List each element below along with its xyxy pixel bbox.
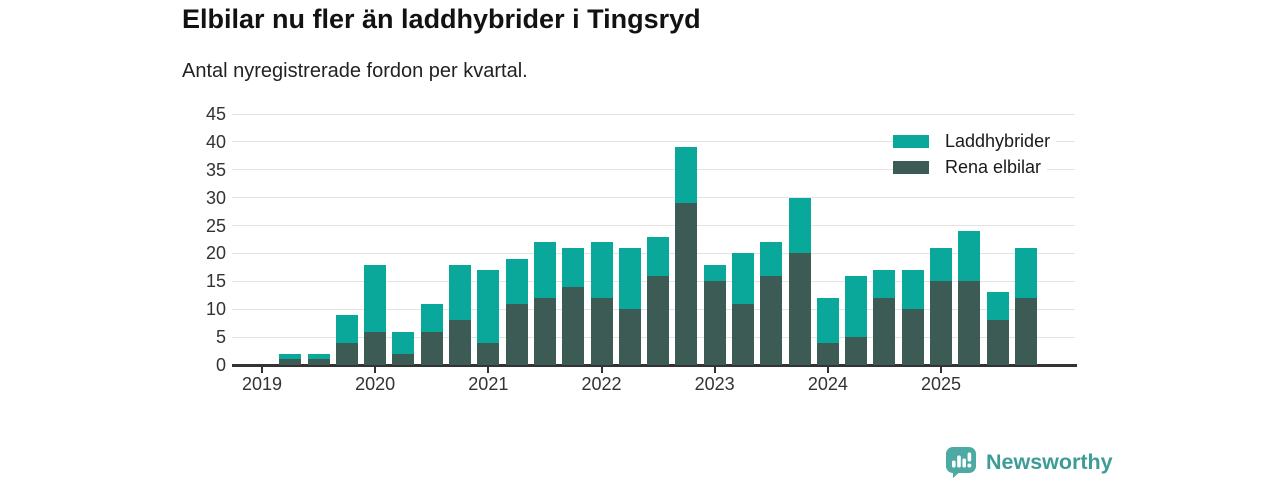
gridline: [232, 225, 1075, 227]
newsworthy-wordmark: Newsworthy: [986, 450, 1113, 474]
legend-label-rena-elbilar: Rena elbilar: [945, 156, 1042, 177]
bar-segment-laddhybrider: [364, 264, 387, 332]
legend-label-laddhybrider: Laddhybrider: [945, 130, 1051, 151]
gridline: [232, 197, 1075, 199]
x-axis-tick-label: 2021: [468, 374, 509, 394]
gridline: [232, 141, 1075, 143]
bar-segment-laddhybrider: [449, 264, 472, 321]
x-axis-line: [232, 364, 1077, 367]
bar-segment-laddhybrider: [335, 314, 358, 343]
bar-segment-laddhybrider: [703, 264, 726, 282]
bar-segment-laddhybrider: [307, 353, 330, 360]
bar-segment-rena-elbilar: [873, 298, 896, 365]
x-axis-tick-label: 2022: [581, 374, 622, 394]
bar-segment-laddhybrider: [618, 247, 641, 310]
bar-segment-laddhybrider: [562, 247, 585, 287]
bar-segment-rena-elbilar: [986, 320, 1009, 365]
bar-segment-rena-elbilar: [731, 303, 754, 365]
newsworthy-icon: [946, 447, 976, 478]
x-axis-tick-label: 2019: [241, 374, 283, 394]
bar-segment-rena-elbilar: [703, 281, 726, 365]
bar-segment-rena-elbilar: [901, 309, 924, 365]
gridline: [232, 169, 1075, 171]
bar-segment-laddhybrider: [477, 270, 500, 343]
y-axis-tick-label: 20: [205, 243, 226, 264]
bar-segment-rena-elbilar: [562, 286, 585, 365]
bar-segment-laddhybrider: [420, 303, 443, 332]
y-axis-tick-label: 25: [205, 215, 226, 236]
bar-segment-rena-elbilar: [675, 203, 698, 365]
bar-segment-laddhybrider: [901, 270, 924, 310]
bar-segment-rena-elbilar: [845, 337, 868, 365]
bar-segment-laddhybrider: [986, 292, 1009, 321]
x-axis-tick: [374, 366, 377, 373]
x-axis-tick-label: 2020: [355, 374, 396, 394]
bar-segment-laddhybrider: [505, 259, 528, 304]
x-axis-tick: [261, 366, 263, 373]
y-axis-tick-label: 35: [205, 159, 226, 180]
bar-segment-rena-elbilar: [647, 275, 670, 365]
bar-segment-rena-elbilar: [590, 298, 613, 365]
bar-segment-rena-elbilar: [307, 359, 330, 365]
y-axis-tick-label: 10: [205, 299, 226, 320]
x-axis-tick-label: 2024: [807, 374, 848, 394]
x-axis-tick: [940, 366, 943, 373]
chart-subtitle: Antal nyregistrerade fordon per kvartal.: [182, 60, 528, 82]
bar-segment-rena-elbilar: [760, 275, 783, 365]
bar-segment-laddhybrider: [392, 331, 415, 354]
bar-segment-laddhybrider: [930, 247, 953, 282]
legend-item-laddhybrider: Laddhybrider: [893, 128, 1057, 154]
bar-segment-rena-elbilar: [477, 342, 500, 365]
bar-segment-laddhybrider: [590, 242, 613, 299]
bar-segment-laddhybrider: [1014, 247, 1037, 299]
x-axis-tick: [600, 366, 603, 373]
bar-segment-laddhybrider: [845, 275, 868, 338]
y-axis-tick-label: 15: [205, 271, 226, 292]
chart-legend: Laddhybrider Rena elbilar: [893, 128, 1057, 180]
bar-segment-laddhybrider: [816, 298, 839, 343]
bar-segment-rena-elbilar: [392, 353, 415, 365]
bar-segment-laddhybrider: [788, 197, 811, 254]
x-axis-tick: [487, 366, 490, 373]
bar-segment-rena-elbilar: [505, 303, 528, 365]
y-axis-tick-label: 0: [215, 355, 226, 375]
bar-segment-laddhybrider: [873, 270, 896, 299]
bar-segment-laddhybrider: [647, 236, 670, 276]
bar-segment-laddhybrider: [958, 231, 981, 282]
y-axis-tick-label: 40: [205, 131, 226, 152]
bar-segment-rena-elbilar: [788, 253, 811, 365]
bar-segment-rena-elbilar: [958, 281, 981, 365]
bar-segment-rena-elbilar: [364, 331, 387, 365]
gridline: [232, 113, 1075, 115]
y-axis-tick-label: 45: [205, 104, 226, 124]
bar-segment-laddhybrider: [675, 147, 698, 204]
x-axis-tick: [826, 366, 829, 373]
bar-segment-laddhybrider: [731, 253, 754, 304]
x-axis-tick: [713, 366, 716, 373]
y-axis-tick-label: 30: [205, 187, 226, 208]
bar-segment-laddhybrider: [279, 353, 302, 360]
newsworthy-logo: Newsworthy: [945, 446, 1113, 479]
y-axis-tick-label: 5: [215, 327, 226, 348]
bar-segment-rena-elbilar: [618, 309, 641, 365]
bar-segment-rena-elbilar: [930, 281, 953, 365]
bar-segment-rena-elbilar: [1014, 298, 1037, 365]
bar-segment-laddhybrider: [760, 242, 783, 276]
bar-segment-laddhybrider: [533, 242, 556, 299]
bar-segment-rena-elbilar: [449, 320, 472, 365]
legend-swatch-rena-elbilar: [893, 160, 929, 174]
chart-title: Elbilar nu fler än laddhybrider i Tingsr…: [182, 4, 701, 34]
legend-swatch-laddhybrider: [893, 134, 929, 148]
legend-item-rena-elbilar: Rena elbilar: [893, 154, 1048, 180]
bar-segment-rena-elbilar: [533, 298, 556, 365]
bar-segment-rena-elbilar: [279, 359, 302, 365]
x-axis-tick-label: 2023: [694, 374, 735, 394]
bar-segment-rena-elbilar: [335, 342, 358, 365]
bar-segment-rena-elbilar: [420, 331, 443, 365]
bar-segment-rena-elbilar: [816, 342, 839, 365]
x-axis-tick-label: 2025: [920, 374, 962, 394]
